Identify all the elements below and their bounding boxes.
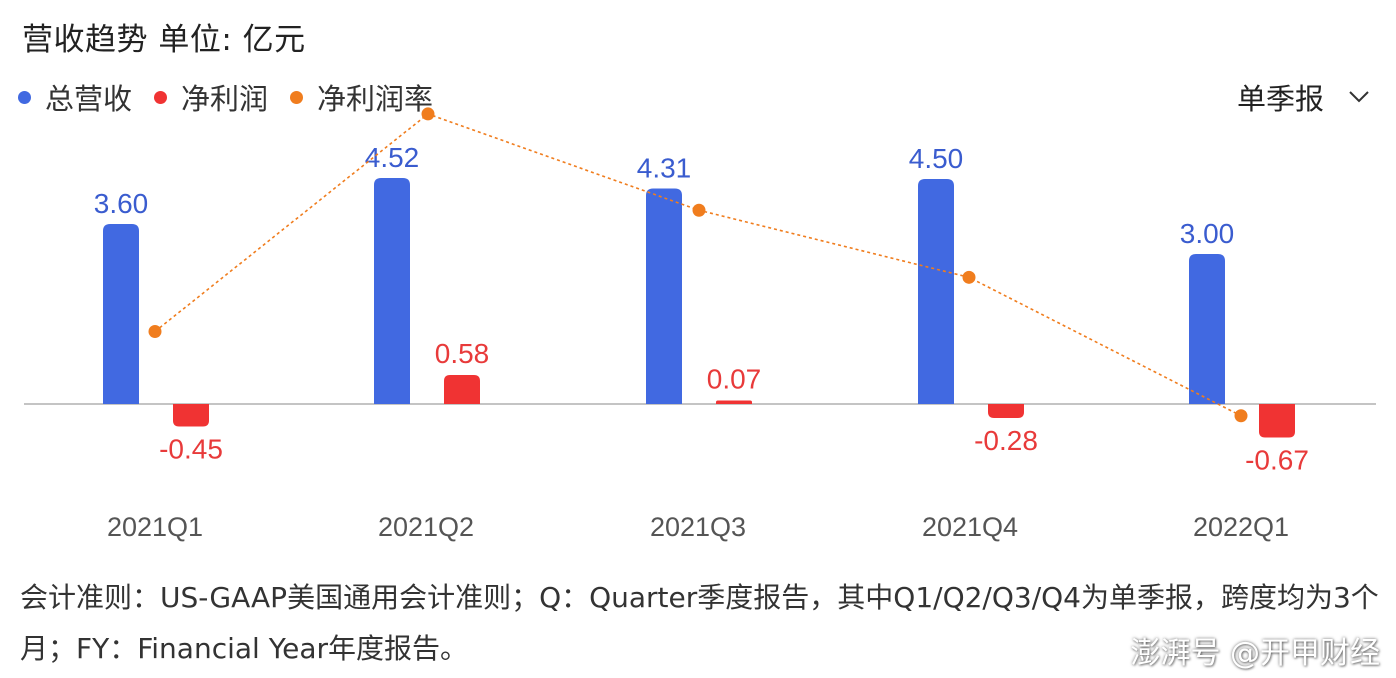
legend-dot-revenue — [18, 90, 31, 104]
footnote: 会计准则：US-GAAP美国通用会计准则；Q：Quarter季度报告，其中Q1/… — [20, 581, 1379, 665]
x-tick-label: 2021Q1 — [107, 512, 203, 542]
revenue-bar — [646, 188, 682, 404]
net-profit-value-label: -0.67 — [1245, 445, 1309, 476]
revenue-bar — [918, 179, 954, 404]
margin-point — [148, 325, 162, 338]
margin-point — [1234, 409, 1248, 423]
legend-label-margin: 净利润率 — [317, 82, 434, 116]
net-profit-bar — [444, 375, 480, 404]
net-profit-value-label: -0.28 — [974, 425, 1038, 456]
period-select-dropdown[interactable]: 单季报 — [1237, 76, 1370, 118]
revenue-bar — [103, 224, 139, 404]
legend-label-revenue: 总营收 — [45, 82, 133, 116]
period-select-label: 单季报 — [1236, 82, 1324, 116]
revenue-value-label: 4.50 — [909, 143, 964, 174]
net-profit-bar — [1259, 404, 1295, 438]
net-profit-bar — [173, 404, 209, 427]
x-tick-label: 2022Q1 — [1193, 512, 1289, 542]
net-profit-bar — [988, 404, 1024, 418]
legend-item-net-profit[interactable]: 净利润 — [154, 76, 268, 118]
legend-dot-margin — [290, 90, 304, 104]
x-tick-label: 2021Q2 — [378, 512, 474, 542]
watermark: 澎湃号 @开甲财经 — [1130, 636, 1380, 671]
chart-title: 营收趋势 单位: 亿元 — [22, 22, 306, 58]
margin-point — [692, 203, 706, 217]
legend: 总营收 净利润 净利润率 — [18, 76, 455, 118]
legend-item-margin[interactable]: 净利润率 — [290, 76, 433, 118]
revenue-value-label: 4.52 — [365, 142, 420, 173]
revenue-bar — [374, 178, 410, 404]
legend-label-net-profit: 净利润 — [181, 82, 269, 116]
x-tick-label: 2021Q3 — [650, 512, 746, 542]
chevron-down-icon — [1349, 91, 1369, 103]
revenue-bar — [1189, 254, 1225, 404]
revenue-value-label: 4.31 — [637, 153, 692, 184]
margin-line — [154, 113, 1242, 417]
net-profit-bar — [716, 400, 752, 404]
revenue-value-label: 3.00 — [1180, 218, 1235, 249]
margin-point — [421, 107, 435, 121]
net-profit-value-label: 0.07 — [707, 364, 762, 395]
legend-item-revenue[interactable]: 总营收 — [18, 76, 132, 118]
net-profit-value-label: 0.58 — [435, 338, 490, 369]
margin-point — [962, 270, 976, 284]
revenue-value-label: 3.60 — [94, 188, 149, 219]
x-tick-label: 2021Q4 — [922, 512, 1018, 542]
chart: 3.60 -0.45 2021Q1 4.52 0.58 2021Q2 4.31 0.07 202… — [24, 107, 1376, 542]
legend-dot-net-profit — [154, 90, 168, 104]
net-profit-value-label: -0.45 — [159, 434, 223, 465]
